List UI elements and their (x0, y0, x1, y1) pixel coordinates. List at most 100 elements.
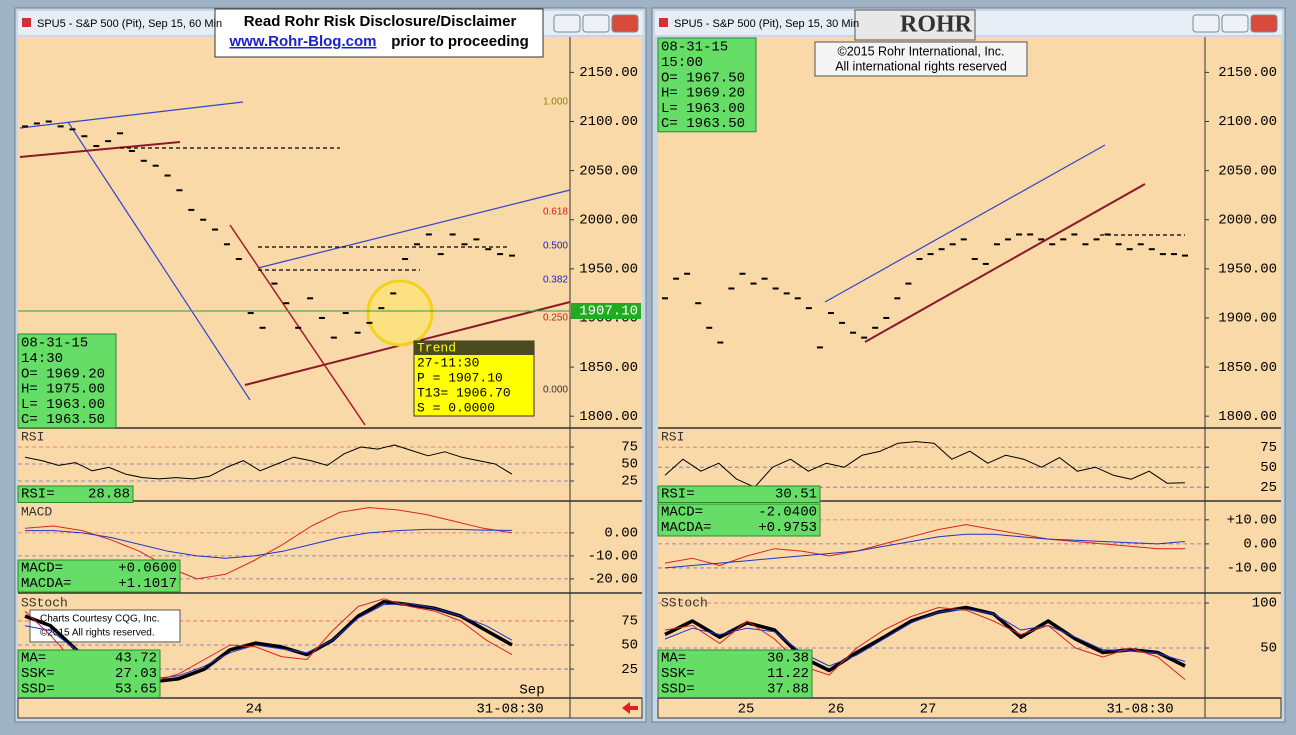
trend-text: S = 0.0000 (417, 400, 495, 415)
window-button[interactable] (553, 14, 581, 33)
y-tick-label: -20.00 (588, 572, 638, 588)
readout-value: 37.88 (767, 682, 809, 698)
readout-box (657, 503, 821, 537)
trend-text: 27-11:30 (417, 355, 479, 370)
y-tick-label: 2150.00 (579, 65, 638, 81)
cqg-note-box (29, 609, 181, 643)
readout-value: +0.0600 (118, 561, 177, 577)
indicator-line (24, 444, 513, 480)
readout-box (17, 485, 134, 503)
info-text: C= 1963.50 (21, 412, 105, 428)
window-button[interactable] (582, 14, 610, 33)
chart-area (658, 37, 1281, 698)
panel-label: MACD (21, 504, 52, 519)
readout-box (17, 649, 161, 698)
y-tick-label: 0.00 (1243, 537, 1277, 553)
window-button[interactable] (1250, 14, 1278, 33)
copyright: ©2015 Rohr International, Inc. (838, 44, 1005, 58)
background-layer (14, 7, 1286, 723)
readout-label: MA= (661, 651, 686, 667)
foreground-layer: Read Rohr Risk Disclosure/Disclaimer www… (17, 8, 1277, 718)
info-text: O= 1969.20 (21, 366, 105, 382)
cqg-note: Charts Courtesy CQG, Inc. (40, 614, 159, 625)
window-button[interactable] (1221, 14, 1249, 33)
last-price-box (571, 302, 641, 319)
readout-box (657, 649, 813, 698)
y-tick-label: 75 (621, 614, 638, 630)
time-axis-strip (17, 697, 643, 719)
fib-label: 0.000 (543, 385, 568, 396)
y-tick-label: 2050.00 (1218, 163, 1277, 179)
fib-label: 0.382 (543, 275, 568, 286)
info-box (657, 37, 757, 133)
y-tick-label: 1900.00 (1218, 311, 1277, 327)
logo-box (854, 9, 976, 41)
disclaimer-link[interactable]: www.Rohr-Blog.com (229, 33, 377, 50)
info-box (17, 333, 117, 429)
readout-label: SSD= (661, 682, 695, 698)
y-tick-label: 100 (1252, 596, 1277, 612)
fib-label: 0.250 (543, 313, 568, 324)
y-tick-label: -10.00 (588, 549, 638, 565)
last-price-label: 1907.10 (579, 304, 638, 320)
info-text: H= 1975.00 (21, 382, 105, 398)
panel-label: SStoch (21, 595, 68, 610)
readout-value: 30.38 (767, 651, 809, 667)
window-button[interactable] (611, 14, 639, 33)
y-tick-label: 1950.00 (579, 262, 638, 278)
trendline (824, 144, 1106, 303)
readout-label: MACDA= (21, 576, 71, 592)
x-tick-label: 27 (920, 702, 937, 718)
y-tick-label: 50 (1260, 460, 1277, 476)
info-text: C= 1963.50 (661, 116, 745, 132)
fib-label: 0.500 (543, 241, 568, 252)
fib-label: 0.618 (543, 207, 568, 218)
readout-value: +1.1017 (118, 576, 177, 592)
disclaimer-text: prior to proceeding (391, 33, 529, 50)
info-text: L= 1963.00 (661, 101, 745, 117)
scroll-arrow[interactable] (622, 702, 638, 714)
readout-value: -2.0400 (758, 505, 817, 521)
indicator-line (24, 507, 513, 580)
trendline (864, 183, 1146, 343)
y-tick-label: 2100.00 (579, 114, 638, 130)
info-text: 08-31-15 (661, 40, 728, 56)
fib-label: 1.000 (543, 97, 568, 108)
trendline (257, 189, 571, 269)
y-tick-label: 1950.00 (1218, 262, 1277, 278)
copyright: All international rights reserved (835, 59, 1007, 73)
readout-label: MACD= (21, 561, 63, 577)
readout-value: 30.51 (775, 487, 817, 503)
readout-label: MACDA= (661, 520, 711, 536)
disclaimer-text: Read Rohr Risk Disclosure/Disclaimer (244, 13, 517, 30)
y-tick-label: 25 (1260, 480, 1277, 496)
window-title: SPU5 - S&P 500 (Pit), Sep 15, 30 Min (674, 18, 859, 30)
readout-box (17, 559, 181, 593)
y-tick-label: 2050.00 (579, 163, 638, 179)
indicator-line (664, 608, 1186, 667)
y-tick-label: 1850.00 (1218, 360, 1277, 376)
y-tick-label: 50 (621, 457, 638, 473)
y-tick-label: -10.00 (1227, 561, 1277, 577)
y-tick-label: 50 (621, 638, 638, 654)
readout-label: MA= (21, 651, 46, 667)
info-text: L= 1963.00 (21, 397, 105, 413)
y-tick-label: 2000.00 (579, 212, 638, 228)
trend-text: T13= 1906.70 (417, 385, 511, 400)
panel-label: RSI (21, 429, 44, 444)
y-tick-label: 1850.00 (579, 360, 638, 376)
disclaimer-box (214, 8, 544, 58)
panel-label: RSI (661, 429, 684, 444)
trend-text: P = 1907.10 (417, 370, 503, 385)
indicator-line (664, 533, 1186, 569)
info-text: 15:00 (661, 55, 703, 71)
panel-label: SStoch (661, 595, 708, 610)
y-tick-label: 75 (1260, 440, 1277, 456)
readout-label: RSI= (21, 487, 55, 503)
trend-header (414, 341, 534, 355)
readout-value: 53.65 (115, 682, 157, 698)
trend-text: Trend (417, 340, 456, 355)
window-button[interactable] (1192, 14, 1220, 33)
